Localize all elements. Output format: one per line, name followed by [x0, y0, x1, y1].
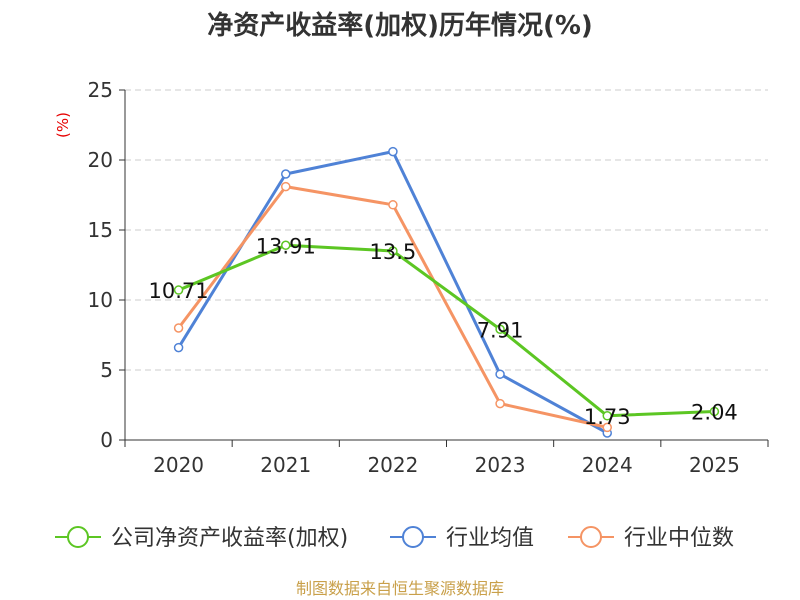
gridlines — [125, 89, 768, 371]
series-line-1 — [177, 150, 608, 435]
chart-title: 净资产收益率(加权)历年情况(%) — [207, 10, 593, 41]
x-tick-label-2024: 2024 — [582, 453, 633, 477]
series-point-2 — [281, 181, 291, 192]
data-label-2021: 13.91 — [256, 234, 316, 258]
data-label-2023: 7.91 — [477, 318, 524, 342]
y-tick-label-25: 25 — [88, 78, 113, 102]
legend-marker-2 — [580, 526, 602, 548]
data-label-2020: 10.71 — [149, 279, 209, 303]
data-label-2022: 13.5 — [370, 240, 417, 264]
series-point-0 — [388, 246, 398, 256]
series-point-1 — [495, 369, 505, 379]
series-point-0 — [709, 406, 720, 417]
data-labels: 10.71 13.91 13.5 7.91 1.73 2.04 — [149, 234, 738, 429]
series-point-1 — [173, 342, 184, 353]
legend-marker-1 — [402, 526, 424, 548]
data-label-2025: 2.04 — [691, 400, 738, 424]
data-label-2024: 1.73 — [584, 405, 631, 429]
x-tick-label-2022: 2022 — [367, 453, 418, 477]
y-tick-label-20: 20 — [88, 148, 113, 172]
legend: 公司净资产收益率(加权) 行业均值 行业中位数 — [55, 526, 734, 551]
x-tick-label-2023: 2023 — [475, 453, 526, 477]
series-point-0 — [281, 240, 291, 251]
series-point-2 — [495, 398, 505, 409]
y-tick-label-0: 0 — [100, 428, 113, 452]
legend-label-0: 公司净资产收益率(加权) — [111, 526, 348, 551]
y-axis-label: (%) — [54, 112, 72, 138]
source-note: 制图数据来自恒生聚源数据库 — [296, 579, 504, 598]
series-line-2 — [177, 185, 608, 429]
y-tick-label-10: 10 — [88, 288, 113, 312]
series-line-0 — [178, 243, 715, 418]
series-lines — [173, 146, 720, 438]
x-tick-label-2025: 2025 — [689, 453, 740, 477]
series-point-0 — [495, 324, 505, 335]
x-tick-label-2020: 2020 — [153, 453, 204, 477]
series-point-1 — [388, 146, 398, 157]
legend-marker-0 — [67, 526, 89, 548]
legend-label-2: 行业中位数 — [624, 526, 734, 551]
legend-label-1: 行业均值 — [446, 526, 534, 551]
y-tick-label-5: 5 — [100, 358, 113, 382]
series-point-1 — [281, 169, 291, 179]
series-point-0 — [173, 285, 184, 295]
x-tick-label-2021: 2021 — [260, 453, 311, 477]
y-tick-label-15: 15 — [88, 218, 113, 242]
series-point-0 — [602, 411, 612, 421]
series-point-2 — [602, 422, 612, 433]
series-point-2 — [173, 323, 184, 333]
series-point-2 — [388, 200, 398, 210]
